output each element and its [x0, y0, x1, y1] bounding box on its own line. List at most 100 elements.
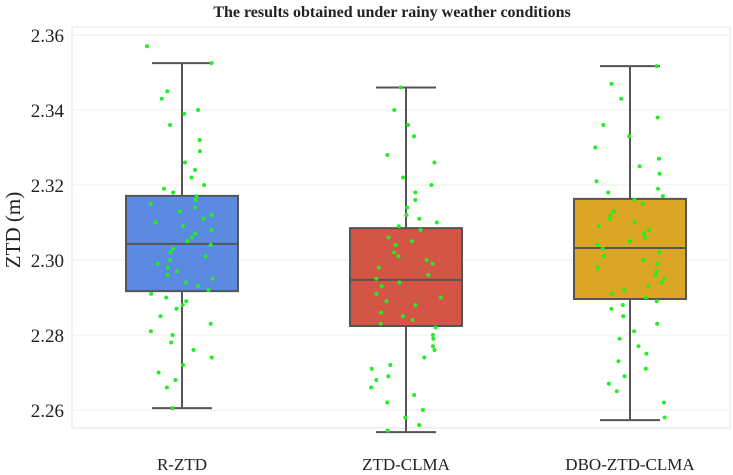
- data-point: [643, 366, 648, 371]
- data-point: [412, 393, 417, 397]
- data-point: [185, 239, 190, 244]
- data-point: [384, 299, 389, 304]
- data-point: [181, 363, 186, 367]
- data-point: [159, 96, 164, 101]
- data-point: [189, 175, 194, 180]
- y-tick-label: 2.32: [31, 176, 64, 197]
- data-point: [655, 321, 660, 326]
- data-point: [174, 269, 179, 274]
- data-point: [190, 235, 195, 240]
- data-point: [431, 336, 436, 341]
- data-point: [662, 276, 667, 281]
- data-point: [413, 198, 418, 202]
- data-point: [644, 351, 649, 356]
- data-point: [386, 374, 391, 379]
- data-point: [622, 374, 627, 379]
- data-point: [640, 201, 645, 206]
- data-point: [657, 171, 662, 176]
- data-point: [401, 175, 406, 180]
- data-point: [627, 134, 632, 139]
- data-point: [182, 111, 187, 116]
- y-axis-label: ZTD (m): [1, 192, 25, 268]
- data-point: [209, 61, 214, 66]
- data-point: [180, 224, 185, 229]
- data-point: [654, 269, 659, 274]
- data-point: [660, 194, 665, 199]
- data-point: [632, 198, 637, 202]
- data-point: [413, 190, 418, 195]
- data-point: [636, 344, 641, 349]
- data-point: [369, 385, 374, 390]
- data-point: [610, 291, 615, 296]
- data-point: [656, 186, 661, 191]
- data-point: [611, 209, 616, 214]
- data-point: [430, 333, 435, 337]
- data-point: [171, 190, 176, 195]
- data-point: [197, 149, 202, 154]
- data-point: [655, 115, 660, 120]
- data-point: [180, 303, 185, 307]
- box-r-ztd: [125, 44, 239, 411]
- data-point: [627, 239, 632, 244]
- data-point: [388, 363, 393, 367]
- data-point: [411, 134, 416, 139]
- data-point: [657, 250, 662, 255]
- data-point: [433, 325, 438, 330]
- data-point: [374, 378, 379, 382]
- data-point: [432, 160, 437, 165]
- data-point: [170, 406, 175, 411]
- data-point: [193, 198, 198, 202]
- data-point: [642, 235, 647, 240]
- data-point: [655, 261, 660, 266]
- data-point: [168, 258, 173, 262]
- data-point: [404, 213, 409, 217]
- data-point: [430, 261, 435, 266]
- data-point: [397, 280, 402, 285]
- data-point: [145, 44, 150, 49]
- data-point: [385, 400, 390, 405]
- data-point: [410, 318, 415, 322]
- data-point: [196, 284, 201, 289]
- data-point: [596, 224, 601, 229]
- data-point: [410, 239, 415, 244]
- data-point: [400, 314, 405, 319]
- y-tick-label: 2.30: [31, 251, 64, 272]
- data-point: [168, 123, 173, 127]
- data-point: [191, 348, 196, 352]
- data-point: [182, 160, 187, 165]
- data-point: [393, 243, 398, 247]
- data-point: [406, 123, 411, 127]
- data-point: [602, 254, 607, 259]
- data-point: [378, 321, 383, 326]
- data-point: [385, 428, 390, 433]
- chart-title: The results obtained under rainy weather…: [213, 4, 570, 21]
- iqr-box: [349, 227, 463, 327]
- data-point: [153, 220, 158, 225]
- data-point: [379, 310, 384, 315]
- data-point: [659, 280, 664, 285]
- data-point: [430, 344, 435, 349]
- data-point: [614, 389, 619, 394]
- data-point: [374, 276, 379, 281]
- data-point: [417, 423, 422, 427]
- data-point: [171, 246, 176, 251]
- data-point: [606, 190, 611, 195]
- data-point: [621, 314, 626, 319]
- data-point: [593, 145, 598, 150]
- data-point: [193, 231, 198, 236]
- data-point: [396, 224, 401, 229]
- data-point: [432, 348, 437, 352]
- data-point: [422, 355, 427, 360]
- box-dbo-ztd-clma: [573, 64, 687, 422]
- data-point: [184, 299, 189, 304]
- data-point: [392, 250, 397, 255]
- data-point: [643, 295, 648, 300]
- data-point: [173, 378, 178, 382]
- data-point: [426, 273, 431, 277]
- data-point: [209, 228, 214, 232]
- data-point: [184, 280, 189, 285]
- data-point: [168, 250, 173, 255]
- data-point: [170, 333, 175, 337]
- data-point: [632, 329, 637, 334]
- data-point: [656, 156, 661, 161]
